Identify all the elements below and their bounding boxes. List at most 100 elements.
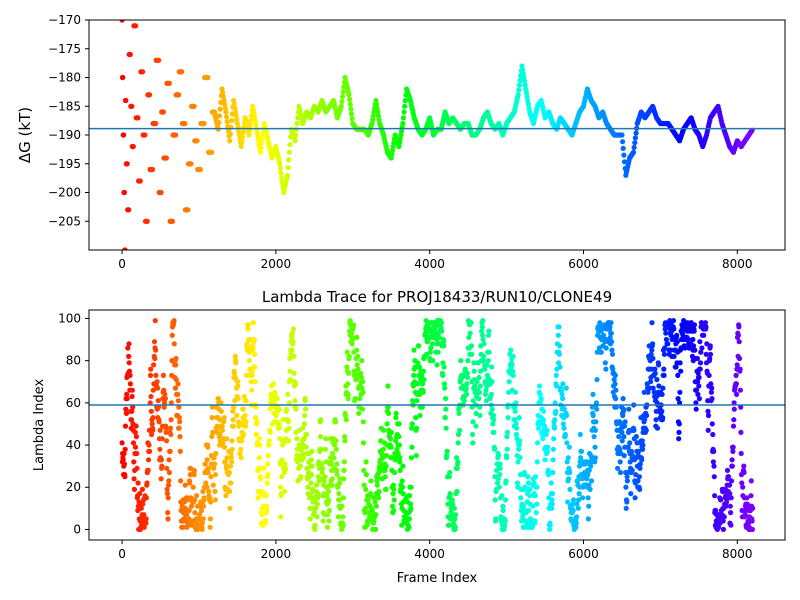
lambda-point [702,320,709,326]
lambda-point [741,469,747,476]
lambda-point [710,431,716,438]
lambda-point [710,459,717,465]
lambda-point [414,425,420,431]
lambda-point [627,440,633,446]
lambda-point [177,434,183,440]
lambda-point [212,461,218,467]
lambda-point [491,417,497,423]
lambda-point [619,438,625,444]
lambda-point [408,505,414,511]
lambda-point [656,383,662,389]
lambda-point [609,347,615,353]
lambda-point [243,398,249,404]
lambda-point [676,429,682,435]
lambda-point [716,524,722,530]
lambda-point [552,417,558,423]
lambda-point [319,461,325,467]
lambda-point [218,408,224,414]
lambda-point [506,379,512,385]
lambda-point [530,503,536,509]
lambda-point [325,512,331,518]
lambda-point [349,341,355,347]
lambda-point [473,423,479,429]
lambda-point [538,396,544,402]
lambda-point [500,503,506,509]
x-tick-label: 4000 [414,547,445,561]
lambda-point [388,429,394,435]
lambda-point [721,514,727,520]
lambda-point [345,381,351,387]
lambda-point [729,457,735,463]
lambda-point [490,412,497,419]
dg-point [370,117,376,123]
lambda-point [163,425,169,431]
lambda-point [490,421,496,427]
lambda-point [497,465,503,471]
lambda-point [245,345,252,351]
lambda-point [682,345,688,351]
lambda-point [299,450,306,457]
lambda-point [525,474,531,480]
lambda-point [326,497,332,503]
lambda-point [696,383,702,389]
dg-point [163,155,169,161]
lambda-point [408,484,414,490]
lambda-point [469,351,475,357]
lambda-point [221,415,227,421]
lambda-point [399,484,406,490]
lambda-point [671,326,677,332]
lambda-point [148,408,154,414]
lambda-point [465,358,471,364]
lambda-point [441,381,447,387]
lambda-point [359,406,365,412]
lambda-point [513,400,519,406]
lambda-point [676,436,682,442]
dg-point [292,138,298,144]
lambda-point [397,455,403,461]
lambda-point [697,366,703,372]
lambda-point [196,516,202,522]
dg-point [229,118,235,124]
lambda-point [477,383,483,389]
dg-point [120,74,126,81]
lambda-point [151,339,158,345]
lambda-point [134,465,140,471]
lambda-point [322,474,328,480]
lambda-point [578,455,584,461]
lambda-point [363,472,369,478]
y-tick-label: −175 [48,42,81,56]
lambda-point [204,484,210,490]
lambda-points-layer [119,318,756,533]
lambda-point [590,412,596,419]
lambda-point [592,427,599,433]
lambda-point [356,410,362,416]
lambda-point [489,364,495,370]
lambda-point [333,446,339,452]
dg-points-layer [119,20,755,250]
dg-point [257,149,264,155]
lambda-point [190,484,196,490]
lambda-point [420,381,426,387]
lambda-point [527,493,533,499]
lambda-point [205,444,211,450]
lambda-point [300,455,306,461]
lambda-point [241,431,247,438]
lambda-point [384,421,390,427]
lambda-point [297,463,303,469]
lambda-point [256,455,262,461]
x-tick-label: 2000 [261,547,292,561]
lambda-point [416,364,423,370]
lambda-point [685,336,691,343]
lambda-point [119,440,125,446]
dg-point [205,74,211,81]
lambda-point [227,463,234,469]
lambda-point [585,472,591,478]
lambda-point [383,453,390,459]
lambda-point [573,520,579,526]
lambda-point [322,446,328,452]
dg-point [397,140,403,146]
lambda-point [221,444,228,450]
lambda-point [177,448,183,454]
lambda-point [552,400,558,406]
dg-point [158,189,164,196]
